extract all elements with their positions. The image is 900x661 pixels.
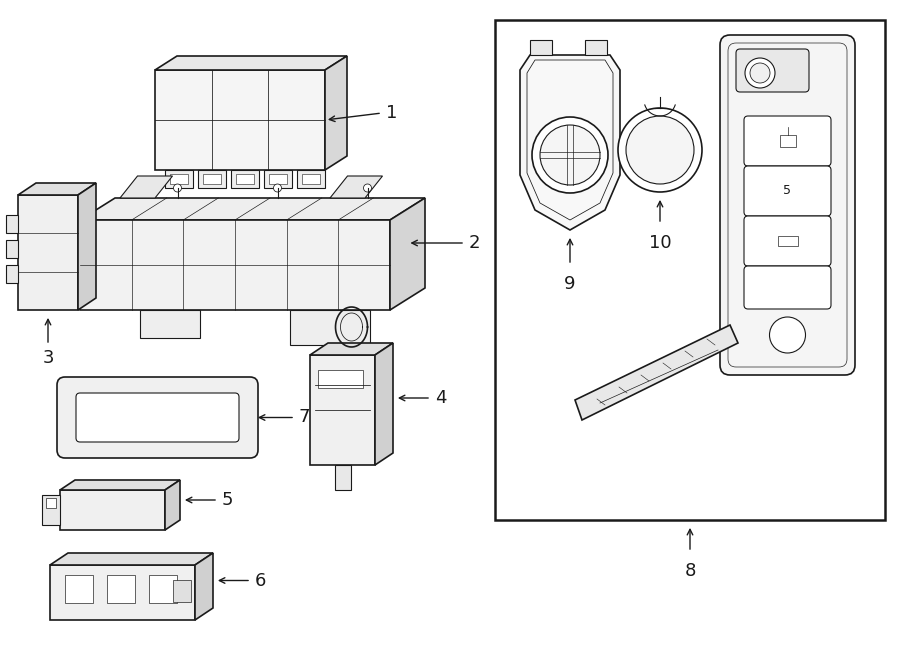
Bar — [269, 174, 287, 184]
Bar — [170, 174, 188, 184]
Circle shape — [745, 58, 775, 88]
Polygon shape — [120, 176, 173, 198]
Bar — [297, 170, 325, 188]
Circle shape — [540, 125, 600, 185]
Bar — [779, 135, 796, 147]
Polygon shape — [50, 565, 195, 620]
Bar — [107, 575, 135, 603]
Circle shape — [750, 63, 770, 83]
Bar — [6, 265, 18, 283]
Polygon shape — [80, 198, 425, 220]
Circle shape — [618, 108, 702, 192]
Bar — [302, 174, 320, 184]
Text: 1: 1 — [386, 104, 398, 122]
Bar — [778, 236, 797, 246]
Bar — [264, 170, 292, 188]
Bar — [149, 575, 177, 603]
FancyBboxPatch shape — [744, 166, 831, 216]
FancyBboxPatch shape — [736, 49, 809, 92]
Circle shape — [626, 116, 694, 184]
FancyBboxPatch shape — [744, 216, 831, 266]
Polygon shape — [155, 70, 325, 170]
Bar — [318, 370, 363, 388]
FancyBboxPatch shape — [76, 393, 239, 442]
Polygon shape — [390, 198, 425, 310]
Text: 5: 5 — [784, 184, 791, 198]
Polygon shape — [60, 480, 180, 490]
Polygon shape — [310, 355, 375, 465]
Polygon shape — [78, 183, 96, 310]
Polygon shape — [310, 343, 393, 355]
Polygon shape — [325, 56, 347, 170]
Polygon shape — [18, 183, 96, 195]
Polygon shape — [165, 480, 180, 530]
Bar — [165, 170, 193, 188]
Text: 9: 9 — [564, 275, 576, 293]
Bar — [173, 580, 191, 602]
FancyBboxPatch shape — [720, 35, 855, 375]
Text: 8: 8 — [684, 562, 696, 580]
Circle shape — [274, 184, 282, 192]
Polygon shape — [195, 553, 213, 620]
Circle shape — [174, 184, 182, 192]
Text: 10: 10 — [649, 234, 671, 252]
Polygon shape — [80, 220, 390, 310]
Bar — [198, 170, 226, 188]
Circle shape — [770, 317, 806, 353]
Polygon shape — [575, 325, 738, 420]
Polygon shape — [375, 343, 393, 465]
Text: 7: 7 — [299, 408, 310, 426]
Polygon shape — [18, 195, 78, 310]
Polygon shape — [60, 490, 165, 530]
FancyBboxPatch shape — [57, 377, 258, 458]
Polygon shape — [140, 310, 200, 338]
Text: 2: 2 — [469, 234, 481, 252]
Polygon shape — [50, 553, 213, 565]
Circle shape — [532, 117, 608, 193]
Polygon shape — [330, 176, 382, 198]
Bar — [6, 215, 18, 233]
Text: 4: 4 — [435, 389, 446, 407]
Bar — [495, 20, 885, 520]
Text: 3: 3 — [42, 349, 54, 367]
Bar — [203, 174, 221, 184]
Bar — [236, 174, 254, 184]
Circle shape — [364, 184, 372, 192]
Polygon shape — [520, 55, 620, 230]
FancyBboxPatch shape — [744, 266, 831, 309]
Polygon shape — [155, 56, 347, 70]
Bar — [6, 240, 18, 258]
Bar — [335, 465, 350, 490]
Bar — [46, 498, 56, 508]
Polygon shape — [42, 495, 60, 525]
FancyBboxPatch shape — [744, 116, 831, 166]
Bar — [231, 170, 259, 188]
Text: 5: 5 — [222, 491, 233, 509]
Text: 6: 6 — [255, 572, 266, 590]
Bar — [585, 40, 607, 55]
Polygon shape — [290, 310, 370, 345]
Bar — [65, 575, 93, 603]
Bar — [530, 40, 552, 55]
